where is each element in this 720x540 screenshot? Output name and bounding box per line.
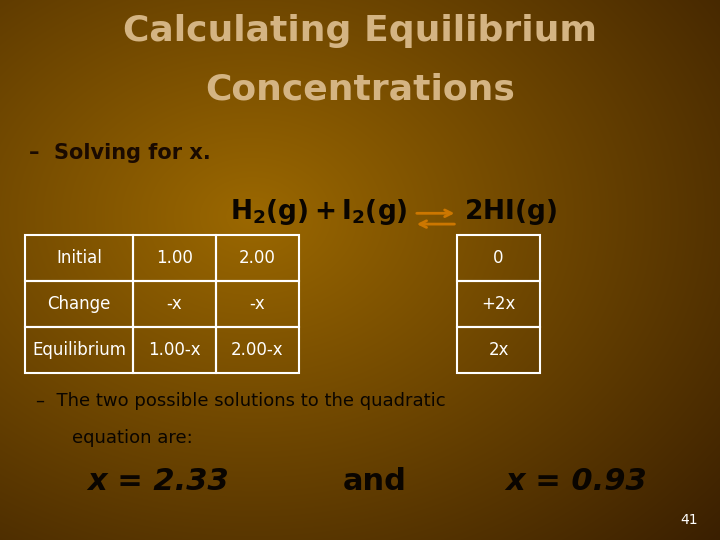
Text: and: and (343, 467, 406, 496)
Bar (457, 327, 540, 373)
Text: 1.00-x: 1.00-x (148, 341, 201, 359)
Text: 2.00-x: 2.00-x (231, 341, 284, 359)
Bar (133, 235, 216, 281)
Text: 0: 0 (493, 249, 504, 267)
Bar (133, 327, 216, 373)
Text: equation are:: equation are: (72, 429, 193, 447)
Text: x = 0.93: x = 0.93 (505, 467, 647, 496)
Text: Concentrations: Concentrations (205, 73, 515, 107)
Bar (25, 281, 133, 327)
Bar (216, 281, 299, 327)
Bar (216, 327, 299, 373)
Bar (216, 235, 299, 281)
Text: –  The two possible solutions to the quadratic: – The two possible solutions to the quad… (36, 392, 446, 409)
Text: 2x: 2x (488, 341, 509, 359)
Text: Change: Change (48, 295, 111, 313)
Bar (25, 327, 133, 373)
Text: Initial: Initial (56, 249, 102, 267)
Text: $\mathbf{H_2(g)+I_2(g)}$: $\mathbf{H_2(g)+I_2(g)}$ (230, 197, 408, 227)
Text: 1.00: 1.00 (156, 249, 193, 267)
Text: +2x: +2x (482, 295, 516, 313)
Text: Equilibrium: Equilibrium (32, 341, 126, 359)
Bar (457, 281, 540, 327)
Text: 41: 41 (681, 512, 698, 526)
Text: x = 2.33: x = 2.33 (88, 467, 229, 496)
Bar (25, 235, 133, 281)
Bar (133, 281, 216, 327)
Text: 2.00: 2.00 (239, 249, 276, 267)
Bar (457, 235, 540, 281)
Text: Calculating Equilibrium: Calculating Equilibrium (123, 14, 597, 48)
Text: -x: -x (167, 295, 182, 313)
Text: -x: -x (250, 295, 265, 313)
Text: $\mathbf{2HI(g)}$: $\mathbf{2HI(g)}$ (464, 197, 557, 227)
Text: –  Solving for x.: – Solving for x. (29, 143, 210, 163)
